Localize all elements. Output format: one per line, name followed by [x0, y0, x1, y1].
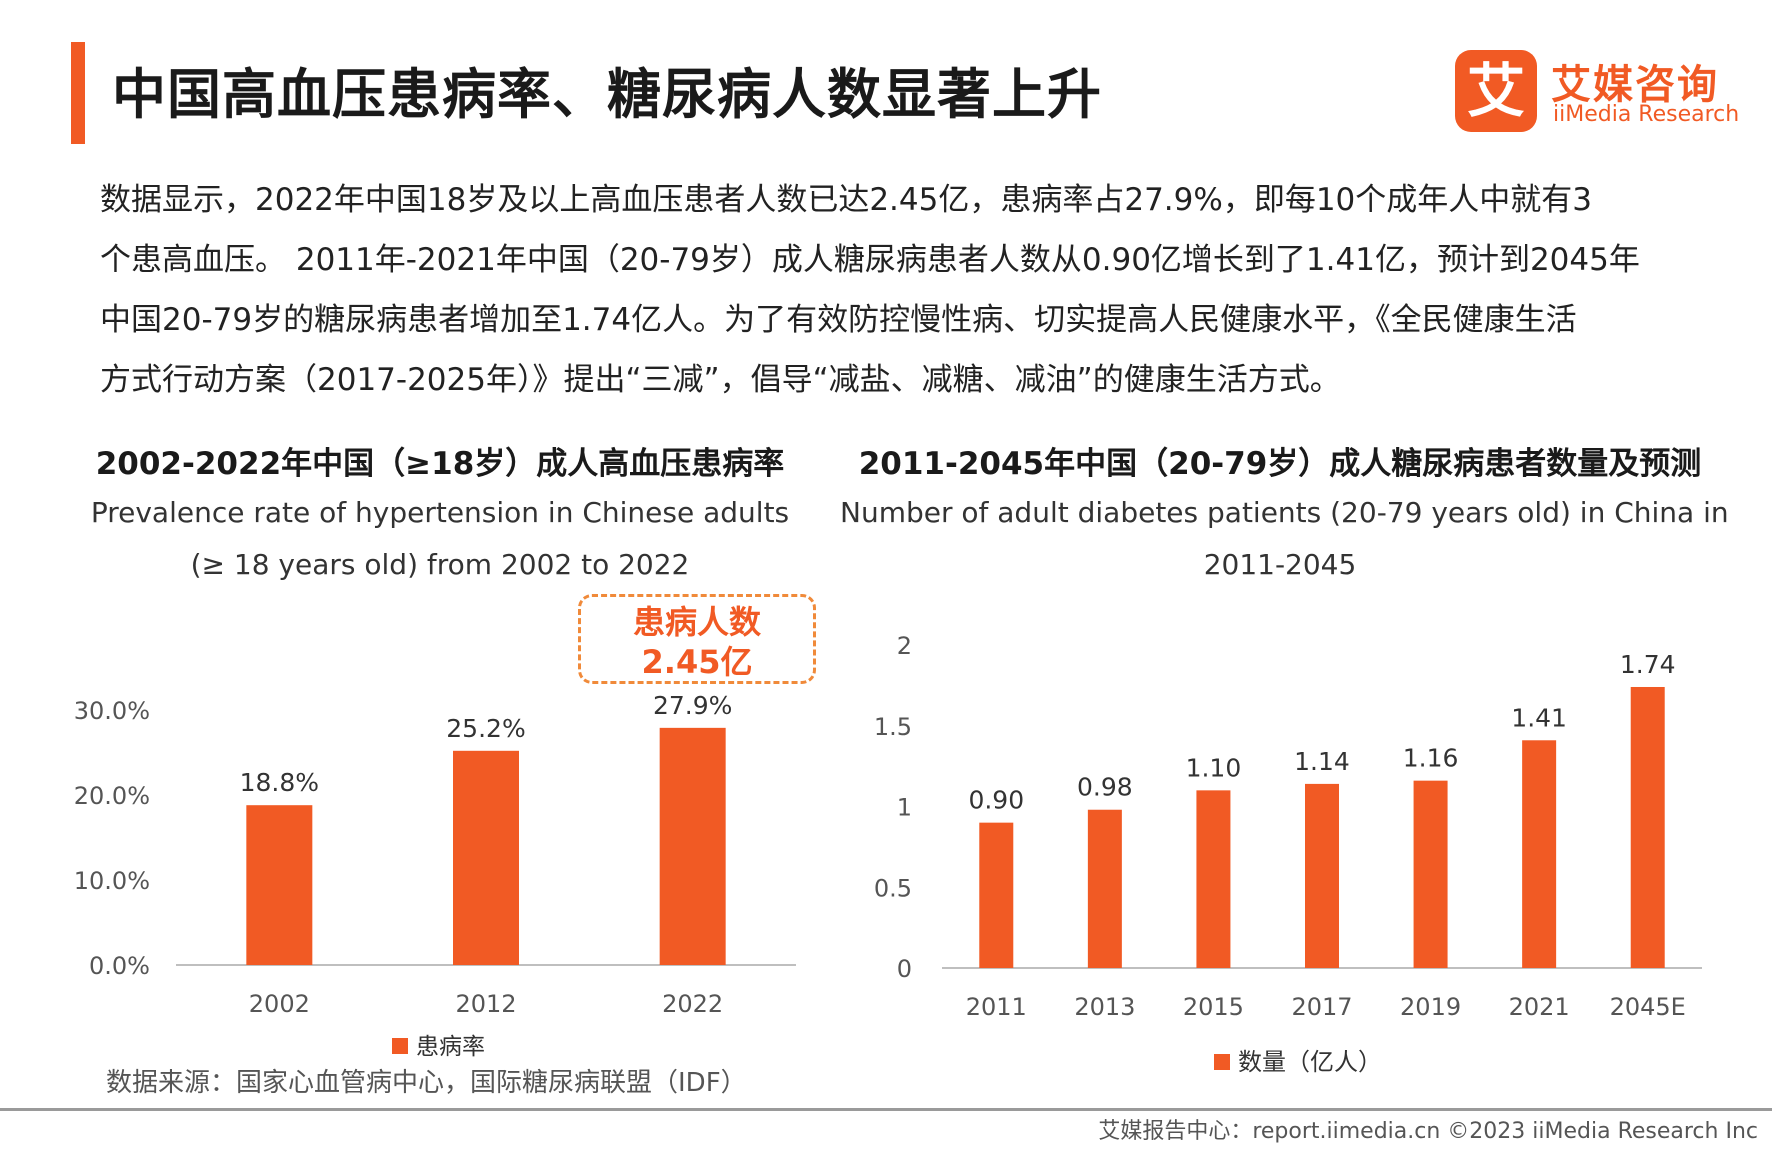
y-tick-label: 2 — [897, 632, 912, 660]
bar — [1196, 790, 1231, 968]
bar — [1087, 809, 1122, 968]
intro-line: 中国20-79岁的糖尿病患者增加至1.74亿人。为了有效防控慢性病、切实提高人民… — [100, 302, 1577, 338]
intro-line: 数据显示，2022年中国18岁及以上高血压患者人数已达2.45亿，患病率占27.… — [100, 182, 1593, 218]
footer-divider — [0, 1108, 1772, 1111]
callout-value: 2.45亿 — [641, 643, 753, 681]
logo-text-en: iiMedia Research — [1553, 102, 1740, 127]
bar — [1305, 783, 1339, 968]
x-tick-label: 2021 — [1509, 993, 1570, 1021]
chart2-subtitle-line1: Number of adult diabetes patients (20-79… — [840, 496, 1729, 529]
footer-credit: 艾媒报告中心：report.iimedia.cn ©2023 iiMedia R… — [1098, 1119, 1758, 1144]
data-source: 数据来源：国家心血管病中心，国际糖尿病联盟（IDF） — [106, 1068, 747, 1098]
y-tick-label: 1 — [897, 794, 912, 822]
title-accent-bar — [71, 42, 85, 144]
logo-text-cn: 艾媒咨询 — [1551, 62, 1719, 108]
brand-logo: 艾 艾媒咨询 iiMedia Research — [1455, 50, 1745, 140]
bar — [1630, 686, 1665, 968]
hypertension-chart: 0.0% 10.0% 20.0% 30.0% 18.8% 2002 25.2% 2012 27.… — [74, 691, 796, 1060]
x-tick-label: 2017 — [1291, 993, 1352, 1021]
x-tick-label: 2012 — [455, 990, 516, 1018]
data-label: 18.8% — [240, 768, 319, 797]
data-label: 25.2% — [446, 714, 525, 743]
y-tick-label: 0.0% — [89, 952, 150, 980]
data-label: 27.9% — [653, 691, 732, 720]
bar — [1522, 740, 1557, 968]
patients-callout: 患病人数 2.45亿 — [578, 594, 816, 684]
data-label: 1.14 — [1294, 747, 1350, 776]
bar — [453, 750, 519, 965]
data-label: 1.10 — [1186, 753, 1242, 782]
y-tick-label: 1.5 — [874, 713, 912, 741]
y-tick-label: 0 — [897, 955, 912, 983]
x-tick-label: 2019 — [1400, 993, 1461, 1021]
x-tick-label: 2015 — [1183, 993, 1244, 1021]
data-label: 0.98 — [1077, 773, 1133, 802]
x-tick-label: 2045E — [1610, 993, 1686, 1021]
chart1-subtitle-line1: Prevalence rate of hypertension in Chine… — [90, 496, 790, 529]
chart2-subtitle-line2: 2011-2045 — [1203, 548, 1357, 581]
page-title: 中国高血压患病率、糖尿病人数显著上升 — [112, 63, 1102, 126]
bar — [1413, 780, 1448, 968]
y-tick-label: 0.5 — [874, 874, 912, 902]
intro-paragraph: 数据显示，2022年中国18岁及以上高血压患者人数已达2.45亿，患病率占27.… — [100, 170, 1700, 410]
chart2-title: 2011-2045年中国（20-79岁）成人糖尿病患者数量及预测 — [858, 446, 1702, 482]
bar — [659, 727, 726, 965]
chart1-subtitle-line2: (≥ 18 years old) from 2002 to 2022 — [190, 548, 690, 581]
data-label: 1.74 — [1620, 650, 1676, 679]
diabetes-chart: 0 0.5 1 1.5 2 0.90 2011 0.98 2013 1.10 2015 1.14 201… — [874, 632, 1702, 1076]
data-label: 0.90 — [968, 786, 1024, 815]
y-tick-label: 10.0% — [74, 867, 150, 895]
y-tick-label: 30.0% — [74, 697, 150, 725]
chart1-title: 2002-2022年中国（≥18岁）成人高血压患病率 — [95, 446, 785, 482]
x-tick-label: 2011 — [966, 993, 1027, 1021]
bar — [246, 805, 313, 965]
legend-label: 数量（亿人） — [1238, 1048, 1382, 1076]
intro-line: 方式行动方案（2017-2025年）》提出“三减”，倡导“减盐、减糖、减油”的健… — [100, 362, 1341, 398]
x-tick-label: 2022 — [662, 990, 723, 1018]
bar — [979, 822, 1014, 968]
data-label: 1.41 — [1511, 703, 1567, 732]
logo-icon: 艾 — [1455, 50, 1537, 132]
y-tick-label: 20.0% — [74, 782, 150, 810]
x-tick-label: 2002 — [249, 990, 310, 1018]
x-tick-label: 2013 — [1074, 993, 1135, 1021]
callout-label: 患病人数 — [632, 603, 761, 641]
legend-label: 患病率 — [416, 1034, 485, 1060]
legend-swatch — [392, 1038, 408, 1054]
legend-swatch — [1214, 1054, 1230, 1070]
intro-line: 个患高血压。 2011年-2021年中国（20-79岁）成人糖尿病患者人数从0.… — [100, 242, 1640, 278]
data-label: 1.16 — [1403, 744, 1459, 773]
